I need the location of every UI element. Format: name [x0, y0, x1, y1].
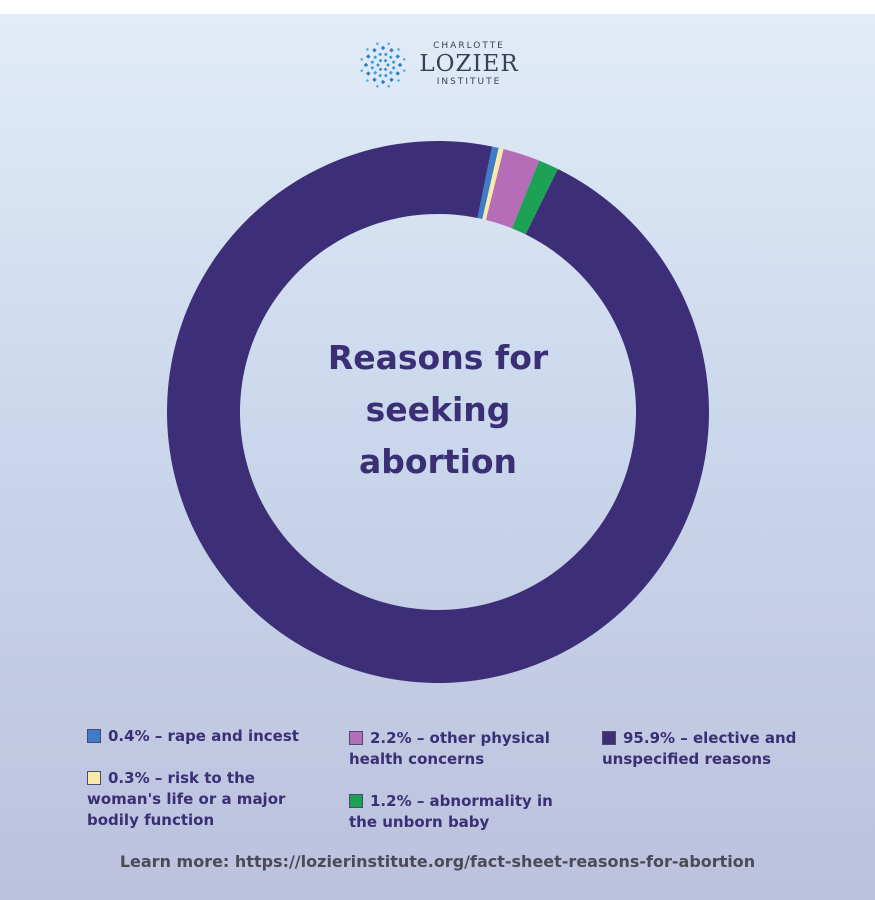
legend-item-rape-incest: 0.4% – rape and incest [87, 726, 327, 747]
legend-label: 0.4% – rape and incest [108, 727, 299, 745]
slice-physical-health [485, 149, 540, 229]
slice-rape-incest [477, 146, 499, 220]
legend-swatch [87, 771, 101, 785]
snowflake-logo-icon [360, 42, 406, 88]
legend-swatch [87, 729, 101, 743]
legend-item-abnormality: 1.2% – abnormality in the unborn baby [349, 791, 574, 833]
legend-label: 95.9% – elective and unspecified reasons [602, 729, 797, 768]
legend-label: 1.2% – abnormality in the unborn baby [349, 792, 553, 831]
legend-swatch [602, 731, 616, 745]
donut-chart [166, 140, 709, 683]
slice-risk-to-life [482, 147, 504, 220]
logo-text-main: LOZIER [419, 51, 519, 77]
logo-text-bottom: INSTITUTE [436, 77, 502, 87]
legend-swatch [349, 731, 363, 745]
infographic-card: CHARLOTTE LOZIER INSTITUTE Reasons for s… [0, 14, 875, 900]
legend-item-elective: 95.9% – elective and unspecified reasons [602, 728, 817, 770]
chart-title: Reasons for seeking abortion [327, 338, 549, 481]
slice-abnormality [511, 160, 558, 235]
legend-item-physical-health: 2.2% – other physical health concerns [349, 728, 574, 770]
learn-more-link[interactable]: Learn more: https://lozierinstitute.org/… [119, 852, 756, 871]
logo-wordmark: CHARLOTTE LOZIER INSTITUTE [414, 40, 524, 87]
logo-text-top: CHARLOTTE [433, 41, 505, 51]
legend-label: 0.3% – risk to the woman's life or a maj… [87, 769, 286, 829]
legend-label: 2.2% – other physical health concerns [349, 729, 550, 768]
legend-item-risk-to-life: 0.3% – risk to the woman's life or a maj… [87, 768, 302, 831]
legend-swatch [349, 794, 363, 808]
lozier-logo: CHARLOTTE LOZIER INSTITUTE [358, 40, 528, 94]
